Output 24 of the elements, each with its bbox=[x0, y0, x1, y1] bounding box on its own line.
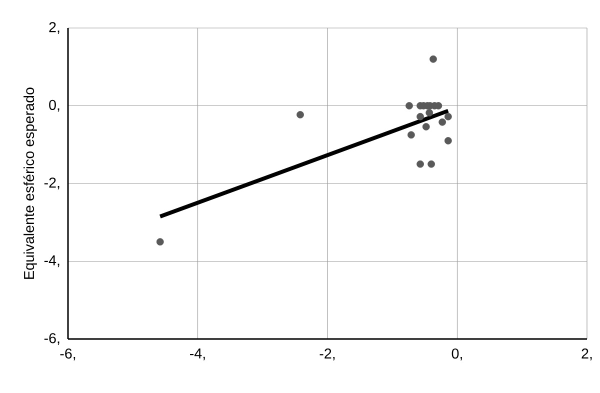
x-tick-label: -4, bbox=[190, 348, 205, 360]
x-tick-label: 0, bbox=[452, 348, 462, 360]
point bbox=[438, 118, 446, 126]
y-tick-label: -4, bbox=[44, 255, 60, 268]
x-tick-label: 2, bbox=[582, 348, 592, 360]
point bbox=[444, 137, 452, 144]
point bbox=[408, 131, 415, 139]
y-axis-title: Equivalente esférico esperado bbox=[23, 88, 37, 279]
point bbox=[416, 160, 424, 168]
x-tick-label: -2, bbox=[320, 348, 335, 360]
point bbox=[430, 55, 437, 63]
point bbox=[422, 123, 430, 130]
point bbox=[296, 111, 304, 118]
point bbox=[426, 109, 434, 116]
y-tick-label: -6, bbox=[44, 333, 60, 345]
y-tick-label: 2, bbox=[49, 22, 60, 34]
point bbox=[406, 102, 413, 110]
y-tick-label: -2, bbox=[44, 178, 60, 190]
point bbox=[444, 112, 452, 120]
point bbox=[428, 160, 435, 168]
point bbox=[416, 112, 424, 120]
x-tick-label: -6, bbox=[60, 348, 76, 360]
y-tick-label: 0, bbox=[49, 100, 60, 112]
point bbox=[156, 238, 164, 246]
